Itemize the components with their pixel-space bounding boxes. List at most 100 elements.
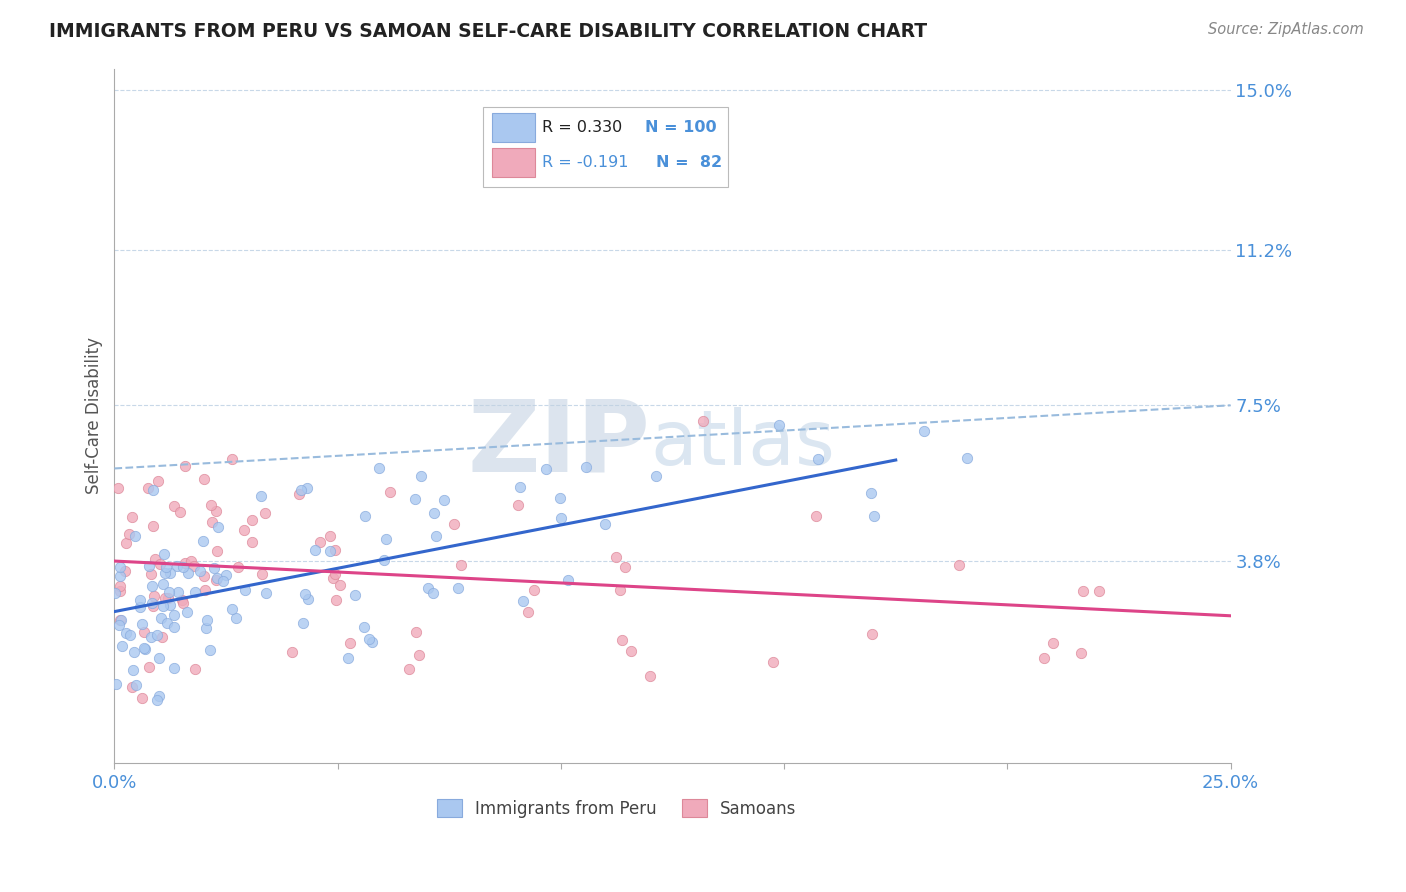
Point <box>398 662 420 676</box>
Point <box>1088 584 1111 599</box>
Point <box>354 508 377 523</box>
Point <box>423 506 446 520</box>
Point <box>361 634 384 648</box>
Point <box>205 571 228 585</box>
Point <box>142 599 165 613</box>
Point <box>200 498 222 512</box>
Point <box>240 535 263 549</box>
Point <box>295 482 318 496</box>
Point <box>253 507 276 521</box>
Point <box>1032 650 1054 665</box>
Point <box>207 519 229 533</box>
Point <box>190 564 212 578</box>
Point <box>912 424 935 438</box>
Point <box>309 534 332 549</box>
Point <box>411 469 433 483</box>
Text: R = -0.191: R = -0.191 <box>541 155 628 169</box>
Point <box>121 680 143 694</box>
Point <box>292 615 315 630</box>
Point <box>323 566 346 581</box>
Point <box>152 547 174 561</box>
Point <box>297 592 319 607</box>
Point <box>134 641 156 656</box>
Point <box>860 486 883 500</box>
Point <box>378 485 401 500</box>
Point <box>169 505 191 519</box>
Point <box>138 558 160 573</box>
Text: N = 100: N = 100 <box>644 120 716 135</box>
Point <box>111 639 134 653</box>
Point <box>860 627 883 641</box>
Point <box>536 462 558 476</box>
Point <box>290 483 312 497</box>
Point <box>142 590 165 604</box>
Point <box>205 504 228 518</box>
Point <box>233 582 256 597</box>
Point <box>287 487 309 501</box>
Point <box>142 483 165 497</box>
Point <box>450 558 472 572</box>
Point <box>105 677 128 691</box>
Point <box>336 651 359 665</box>
Point <box>176 605 198 619</box>
Point <box>148 474 170 488</box>
Point <box>233 523 256 537</box>
Point <box>172 559 194 574</box>
FancyBboxPatch shape <box>492 148 536 177</box>
Point <box>550 510 572 524</box>
Point <box>107 617 129 632</box>
Point <box>146 628 169 642</box>
Point <box>110 579 132 593</box>
Text: ZIP: ZIP <box>467 395 650 492</box>
Point <box>620 644 643 658</box>
Point <box>141 596 163 610</box>
Point <box>318 544 340 558</box>
Point <box>131 616 153 631</box>
Point <box>155 559 177 574</box>
Point <box>517 605 540 619</box>
Point <box>120 628 142 642</box>
Point <box>329 578 352 592</box>
Point <box>152 599 174 614</box>
Point <box>198 643 221 657</box>
Point <box>149 557 172 571</box>
Point <box>157 585 180 599</box>
Point <box>129 593 152 607</box>
Point <box>193 583 215 598</box>
Point <box>215 568 238 582</box>
Point <box>148 689 170 703</box>
Point <box>948 558 970 572</box>
Point <box>110 569 132 583</box>
Point <box>612 632 634 647</box>
Point <box>122 645 145 659</box>
Point <box>613 559 636 574</box>
Point <box>155 591 177 606</box>
Point <box>177 566 200 580</box>
Point <box>405 624 427 639</box>
Point <box>202 561 225 575</box>
Point <box>143 552 166 566</box>
Point <box>443 517 465 532</box>
Point <box>221 602 243 616</box>
Point <box>115 536 138 550</box>
Point <box>201 516 224 530</box>
Point <box>193 568 215 582</box>
Point <box>163 500 186 514</box>
Legend: Immigrants from Peru, Samoans: Immigrants from Peru, Samoans <box>430 793 803 824</box>
Point <box>280 645 302 659</box>
Point <box>638 668 661 682</box>
Point <box>862 508 884 523</box>
Point <box>207 544 229 558</box>
Point <box>163 661 186 675</box>
Point <box>108 584 131 599</box>
Point <box>108 559 131 574</box>
Point <box>557 573 579 587</box>
Point <box>139 566 162 581</box>
Point <box>339 636 361 650</box>
Point <box>166 559 188 574</box>
Point <box>221 451 243 466</box>
Point <box>357 632 380 647</box>
Point <box>180 554 202 568</box>
Point <box>155 616 177 631</box>
Point <box>172 593 194 607</box>
